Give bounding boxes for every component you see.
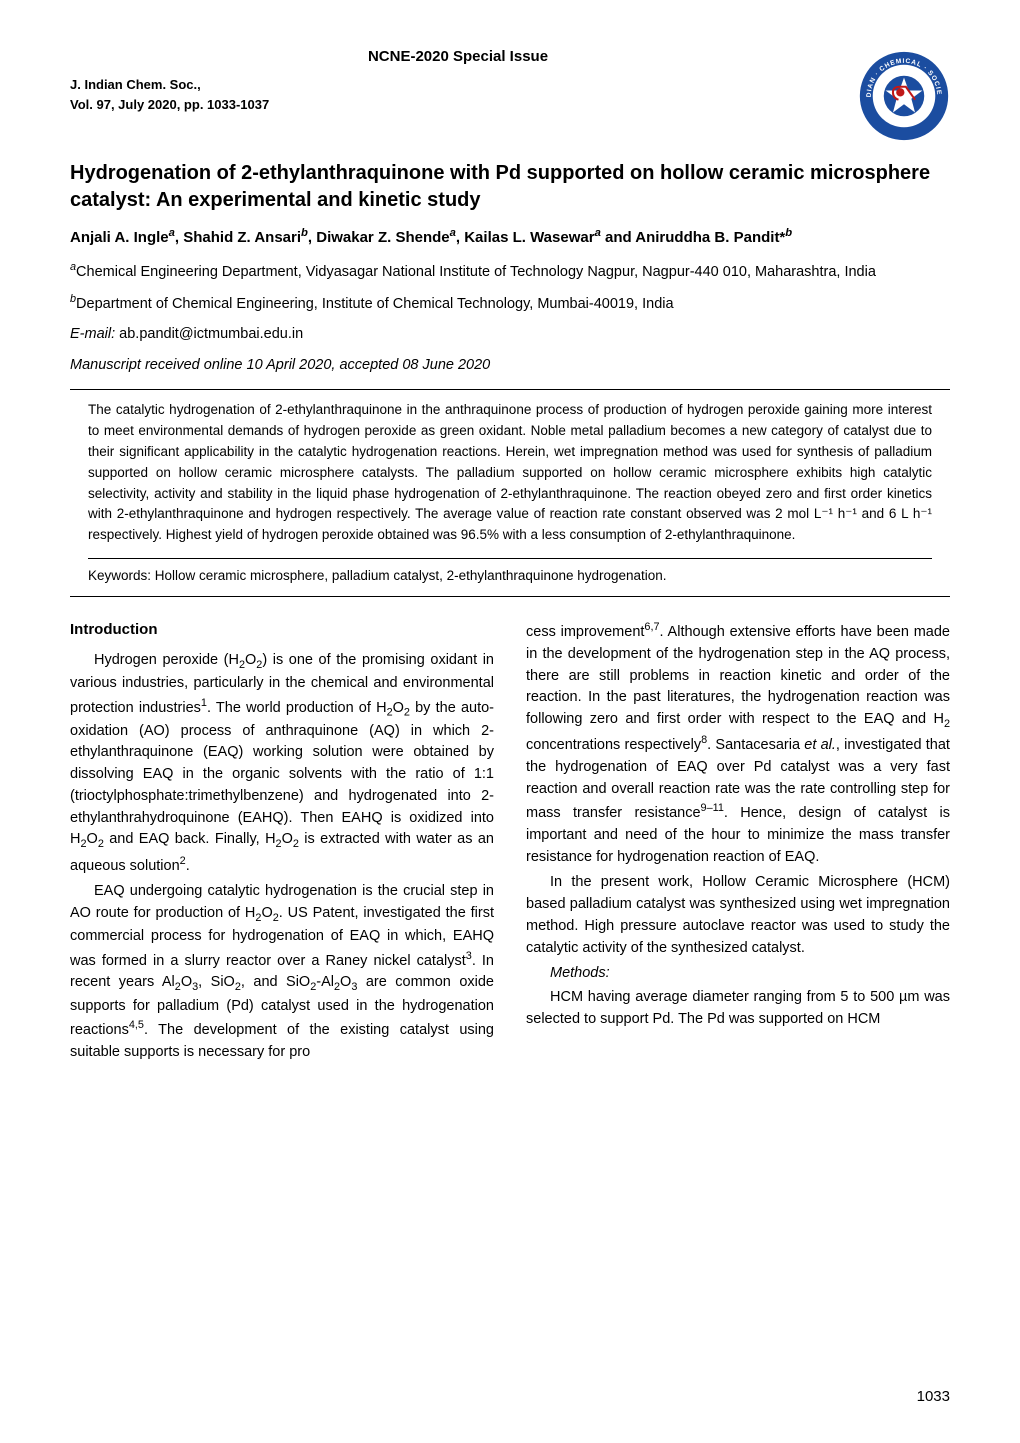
- body-para-4: HCM having average diameter ranging from…: [526, 987, 950, 1031]
- body-para-2a: EAQ undergoing catalytic hydrogenation i…: [70, 881, 494, 1064]
- email-value: ab.pandit@ictmumbai.edu.in: [119, 326, 303, 342]
- author-line: Anjali A. Inglea, Shahid Z. Ansarib, Diw…: [70, 226, 950, 248]
- body-para-3: In the present work, Hollow Ceramic Micr…: [526, 872, 950, 959]
- abstract-box: The catalytic hydrogenation of 2-ethylan…: [70, 389, 950, 597]
- journal-vol: Vol. 97, July 2020, pp. 1033-1037: [70, 95, 846, 115]
- keywords: Keywords: Hollow ceramic microsphere, pa…: [88, 558, 932, 586]
- affiliation-a: aChemical Engineering Department, Vidyas…: [70, 260, 950, 282]
- header-left: NCNE-2020 Special Issue J. Indian Chem. …: [70, 50, 846, 114]
- email-line: E-mail: ab.pandit@ictmumbai.edu.in: [70, 324, 950, 344]
- journal-info: J. Indian Chem. Soc., Vol. 97, July 2020…: [70, 75, 846, 114]
- section-heading-introduction: Introduction: [70, 619, 494, 642]
- email-label: E-mail:: [70, 326, 115, 342]
- society-logo: INDIAN · CHEMICAL · SOCIETY ESTD. 1924: [858, 50, 950, 142]
- article-title: Hydrogenation of 2-ethylanthraquinone wi…: [70, 160, 950, 214]
- body-para-2b: cess improvement6,7. Although extensive …: [526, 619, 950, 868]
- manuscript-dates: Manuscript received online 10 April 2020…: [70, 355, 950, 375]
- header-row: NCNE-2020 Special Issue J. Indian Chem. …: [70, 50, 950, 142]
- page-number: 1033: [917, 1386, 950, 1407]
- body-para-1: Hydrogen peroxide (H2O2) is one of the p…: [70, 650, 494, 878]
- special-issue-label: NCNE-2020 Special Issue: [70, 46, 846, 67]
- affiliation-b: bDepartment of Chemical Engineering, Ins…: [70, 292, 950, 314]
- methods-label: Methods:: [526, 963, 950, 985]
- journal-name: J. Indian Chem. Soc.,: [70, 75, 846, 95]
- body-columns: Introduction Hydrogen peroxide (H2O2) is…: [70, 619, 950, 1064]
- abstract-text: The catalytic hydrogenation of 2-ethylan…: [88, 400, 932, 546]
